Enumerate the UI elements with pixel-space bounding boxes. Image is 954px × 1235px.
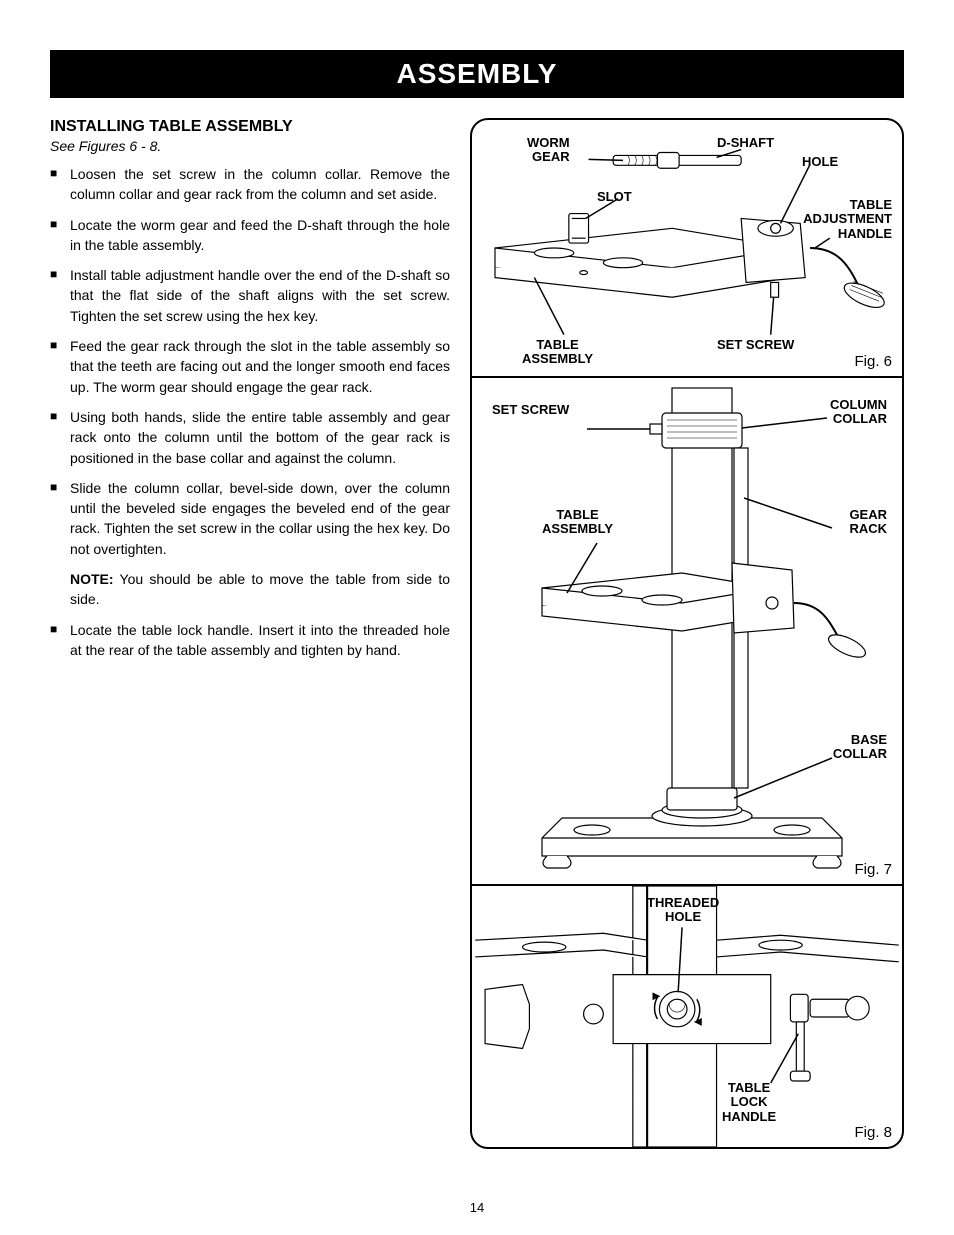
list-item: Locate the worm gear and feed the D-shaf…: [50, 215, 450, 256]
label-column-collar: COLUMNCOLLAR: [830, 398, 887, 427]
figure-8: THREADEDHOLE TABLELOCKHANDLE Fig. 8: [470, 884, 904, 1149]
fig8-caption: Fig. 8: [854, 1124, 892, 1141]
list-item: Feed the gear rack through the slot in t…: [50, 336, 450, 397]
header-bar: ASSEMBLY: [50, 50, 904, 98]
section-subtitle: See Figures 6 - 8.: [50, 138, 450, 154]
list-item: Install table adjustment handle over the…: [50, 265, 450, 326]
figure-6: WORMGEAR D-SHAFT HOLE SLOT TABLEADJUSTME…: [470, 118, 904, 378]
figure-8-svg: [472, 886, 902, 1147]
section-title: INSTALLING TABLE ASSEMBLY: [50, 118, 450, 136]
label-d-shaft: D-SHAFT: [717, 136, 774, 150]
note-label: NOTE:: [70, 571, 114, 587]
left-column: INSTALLING TABLE ASSEMBLY See Figures 6 …: [50, 118, 450, 1149]
note-text: NOTE: You should be able to move the tab…: [50, 569, 450, 610]
right-column: WORMGEAR D-SHAFT HOLE SLOT TABLEADJUSTME…: [470, 118, 904, 1149]
note-body: You should be able to move the table fro…: [70, 571, 450, 607]
label-base-collar: BASECOLLAR: [833, 733, 887, 762]
label-table-assembly: TABLEASSEMBLY: [522, 338, 593, 367]
instruction-list: Loosen the set screw in the column colla…: [50, 164, 450, 559]
label-set-screw: SET SCREW: [717, 338, 794, 352]
label-table-assembly-7: TABLEASSEMBLY: [542, 508, 613, 537]
label-table-lock-handle: TABLELOCKHANDLE: [722, 1081, 776, 1124]
list-item: Slide the column collar, bevel-side down…: [50, 478, 450, 559]
figure-7: SET SCREW COLUMNCOLLAR TABLEASSEMBLY GEA…: [470, 378, 904, 884]
content-row: INSTALLING TABLE ASSEMBLY See Figures 6 …: [50, 118, 904, 1149]
label-slot: SLOT: [597, 190, 632, 204]
figure-7-svg: [472, 378, 902, 884]
label-hole: HOLE: [802, 155, 838, 169]
label-worm-gear: WORMGEAR: [527, 136, 570, 165]
fig6-caption: Fig. 6: [854, 353, 892, 370]
instruction-list-2: Locate the table lock handle. Insert it …: [50, 620, 450, 661]
label-table-adj-handle: TABLEADJUSTMENTHANDLE: [803, 198, 892, 241]
list-item: Using both hands, slide the entire table…: [50, 407, 450, 468]
list-item: Loosen the set screw in the column colla…: [50, 164, 450, 205]
label-threaded-hole: THREADEDHOLE: [647, 896, 719, 925]
label-set-screw-7: SET SCREW: [492, 403, 569, 417]
fig7-caption: Fig. 7: [854, 861, 892, 878]
page-number: 14: [0, 1200, 954, 1215]
label-gear-rack: GEARRACK: [849, 508, 887, 537]
list-item: Locate the table lock handle. Insert it …: [50, 620, 450, 661]
